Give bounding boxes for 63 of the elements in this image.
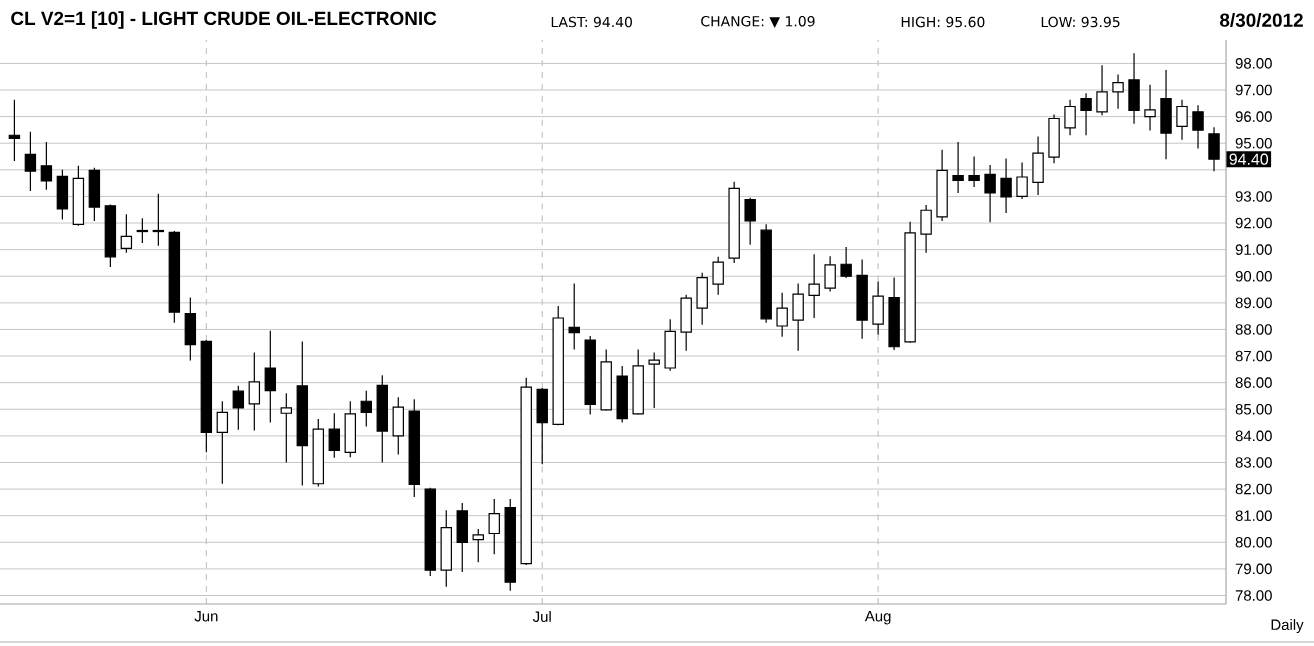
candlestick <box>120 213 133 254</box>
candlestick <box>1048 113 1060 164</box>
candlestick <box>776 292 788 338</box>
candlestick <box>88 167 101 222</box>
candlestick <box>264 330 277 424</box>
candlestick <box>680 294 692 352</box>
candlestick <box>1192 104 1204 150</box>
candlestick <box>936 149 948 222</box>
candlestick <box>824 255 836 292</box>
candlestick <box>392 396 404 456</box>
candlestick <box>1064 99 1076 136</box>
candlestick <box>24 131 37 192</box>
candlestick <box>280 392 293 464</box>
candlestick <box>248 351 261 432</box>
candlestick <box>792 282 804 352</box>
candlestick <box>1096 64 1108 116</box>
candlestick <box>1016 161 1028 200</box>
candlestick <box>872 280 884 336</box>
candlestick <box>1160 69 1172 160</box>
chart-subtitle: 8/30/2012 <box>1220 12 1303 28</box>
candlestick <box>968 155 980 188</box>
candlestick <box>376 374 388 464</box>
candlestick <box>40 141 53 191</box>
candlestick <box>600 348 612 412</box>
candlestick <box>1128 52 1140 125</box>
candlestick <box>920 204 932 254</box>
candlestick <box>1112 73 1124 110</box>
candlestick <box>184 296 197 362</box>
candlestick <box>568 282 580 350</box>
candlestick <box>472 528 484 563</box>
candlestick <box>1176 99 1188 141</box>
candlestick <box>232 385 245 431</box>
candlestick <box>632 348 644 416</box>
candlestick <box>360 390 372 428</box>
chart-title: CL V2=1 [10] - LIGHT CRUDE OIL-ELECTRONIC <box>11 11 437 29</box>
candlestick <box>840 246 852 279</box>
candlestick <box>344 400 357 458</box>
candlestick <box>648 351 660 409</box>
candlestick <box>1144 84 1156 132</box>
candlestick <box>456 502 468 573</box>
candlestick <box>328 412 341 459</box>
candlestick <box>664 318 676 372</box>
candlestick <box>56 169 69 221</box>
candlestick <box>488 498 500 555</box>
candlestick <box>8 99 21 162</box>
candlestick <box>216 400 229 485</box>
candlestick <box>808 253 820 319</box>
candlestick <box>1032 135 1044 196</box>
candlestick <box>744 197 756 246</box>
candlestick <box>1080 92 1092 136</box>
candlestick <box>72 165 85 227</box>
candlestick <box>440 509 452 588</box>
candlestick <box>696 272 708 326</box>
candlestick <box>984 164 996 223</box>
candlestick <box>1208 126 1220 172</box>
candlestick <box>136 217 149 244</box>
candlestick <box>1000 157 1012 214</box>
candlestick <box>616 365 628 424</box>
candlestick <box>856 258 868 340</box>
candlestick <box>152 193 165 247</box>
candlestick <box>712 256 724 296</box>
candlestick <box>536 387 548 465</box>
candlestick <box>952 141 964 194</box>
